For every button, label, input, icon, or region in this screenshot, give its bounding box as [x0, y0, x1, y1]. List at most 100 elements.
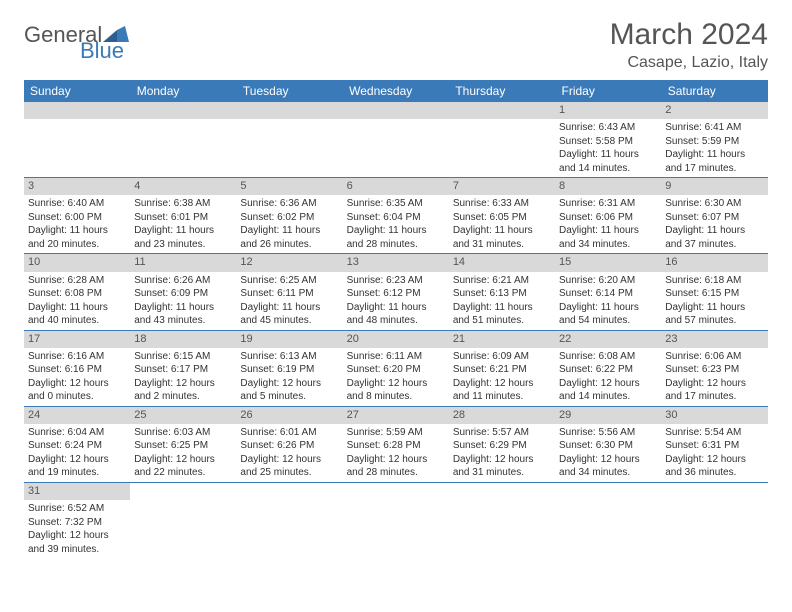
calendar-cell: 17Sunrise: 6:16 AMSunset: 6:16 PMDayligh…: [24, 330, 130, 406]
sunrise-text: Sunrise: 6:25 AM: [240, 274, 338, 288]
day-number: [343, 102, 449, 119]
day-body: Sunrise: 6:33 AMSunset: 6:05 PMDaylight:…: [449, 195, 555, 253]
weekday-header: Monday: [130, 80, 236, 102]
sunrise-text: Sunrise: 6:01 AM: [240, 426, 338, 440]
day-number: 23: [661, 331, 767, 348]
weekday-header: Thursday: [449, 80, 555, 102]
day-number: 29: [555, 407, 661, 424]
day-body: [343, 119, 449, 175]
sunset-text: Sunset: 6:30 PM: [559, 439, 657, 453]
calendar-cell: [343, 482, 449, 558]
calendar-cell: 20Sunrise: 6:11 AMSunset: 6:20 PMDayligh…: [343, 330, 449, 406]
day-number: 24: [24, 407, 130, 424]
sunset-text: Sunset: 6:26 PM: [240, 439, 338, 453]
day-number: 22: [555, 331, 661, 348]
daylight-text: Daylight: 11 hours and 31 minutes.: [453, 224, 551, 251]
calendar-row: 31Sunrise: 6:52 AMSunset: 7:32 PMDayligh…: [24, 482, 768, 558]
sunrise-text: Sunrise: 6:52 AM: [28, 502, 126, 516]
weekday-header: Friday: [555, 80, 661, 102]
day-body: Sunrise: 5:57 AMSunset: 6:29 PMDaylight:…: [449, 424, 555, 482]
calendar-cell: [343, 102, 449, 178]
daylight-text: Daylight: 12 hours and 31 minutes.: [453, 453, 551, 480]
sunset-text: Sunset: 6:01 PM: [134, 211, 232, 225]
day-body: Sunrise: 6:38 AMSunset: 6:01 PMDaylight:…: [130, 195, 236, 253]
day-number: 5: [236, 178, 342, 195]
day-number: 2: [661, 102, 767, 119]
calendar-cell: 9Sunrise: 6:30 AMSunset: 6:07 PMDaylight…: [661, 178, 767, 254]
header: GeneralBlue March 2024 Casape, Lazio, It…: [24, 18, 768, 72]
sunrise-text: Sunrise: 6:18 AM: [665, 274, 763, 288]
daylight-text: Daylight: 12 hours and 22 minutes.: [134, 453, 232, 480]
daylight-text: Daylight: 12 hours and 11 minutes.: [453, 377, 551, 404]
daylight-text: Daylight: 12 hours and 14 minutes.: [559, 377, 657, 404]
calendar-cell: 11Sunrise: 6:26 AMSunset: 6:09 PMDayligh…: [130, 254, 236, 330]
daylight-text: Daylight: 11 hours and 54 minutes.: [559, 301, 657, 328]
sunrise-text: Sunrise: 6:36 AM: [240, 197, 338, 211]
calendar-cell: 24Sunrise: 6:04 AMSunset: 6:24 PMDayligh…: [24, 406, 130, 482]
daylight-text: Daylight: 11 hours and 51 minutes.: [453, 301, 551, 328]
day-body: Sunrise: 6:06 AMSunset: 6:23 PMDaylight:…: [661, 348, 767, 406]
day-number: 26: [236, 407, 342, 424]
calendar-cell: [236, 102, 342, 178]
calendar-cell: [130, 482, 236, 558]
day-number: 9: [661, 178, 767, 195]
daylight-text: Daylight: 12 hours and 8 minutes.: [347, 377, 445, 404]
sunset-text: Sunset: 6:15 PM: [665, 287, 763, 301]
daylight-text: Daylight: 11 hours and 23 minutes.: [134, 224, 232, 251]
sunset-text: Sunset: 6:24 PM: [28, 439, 126, 453]
daylight-text: Daylight: 11 hours and 45 minutes.: [240, 301, 338, 328]
day-number: [130, 102, 236, 119]
sunrise-text: Sunrise: 6:26 AM: [134, 274, 232, 288]
day-body: Sunrise: 6:30 AMSunset: 6:07 PMDaylight:…: [661, 195, 767, 253]
day-body: Sunrise: 6:20 AMSunset: 6:14 PMDaylight:…: [555, 272, 661, 330]
day-number: 4: [130, 178, 236, 195]
day-body: Sunrise: 6:08 AMSunset: 6:22 PMDaylight:…: [555, 348, 661, 406]
day-number: [236, 102, 342, 119]
day-number: 8: [555, 178, 661, 195]
day-number: 15: [555, 254, 661, 271]
day-body: Sunrise: 6:41 AMSunset: 5:59 PMDaylight:…: [661, 119, 767, 177]
daylight-text: Daylight: 12 hours and 36 minutes.: [665, 453, 763, 480]
day-number: [24, 102, 130, 119]
sunset-text: Sunset: 6:00 PM: [28, 211, 126, 225]
day-number: 31: [24, 483, 130, 500]
calendar-cell: 16Sunrise: 6:18 AMSunset: 6:15 PMDayligh…: [661, 254, 767, 330]
sunrise-text: Sunrise: 6:30 AM: [665, 197, 763, 211]
calendar-cell: 12Sunrise: 6:25 AMSunset: 6:11 PMDayligh…: [236, 254, 342, 330]
day-number: 19: [236, 331, 342, 348]
day-body: Sunrise: 6:01 AMSunset: 6:26 PMDaylight:…: [236, 424, 342, 482]
day-body: Sunrise: 6:26 AMSunset: 6:09 PMDaylight:…: [130, 272, 236, 330]
day-number: 28: [449, 407, 555, 424]
calendar-cell: 18Sunrise: 6:15 AMSunset: 6:17 PMDayligh…: [130, 330, 236, 406]
sunset-text: Sunset: 6:07 PM: [665, 211, 763, 225]
sunrise-text: Sunrise: 6:15 AM: [134, 350, 232, 364]
day-body: Sunrise: 6:28 AMSunset: 6:08 PMDaylight:…: [24, 272, 130, 330]
daylight-text: Daylight: 11 hours and 34 minutes.: [559, 224, 657, 251]
calendar-cell: 23Sunrise: 6:06 AMSunset: 6:23 PMDayligh…: [661, 330, 767, 406]
day-number: 7: [449, 178, 555, 195]
sunset-text: Sunset: 6:17 PM: [134, 363, 232, 377]
calendar-cell: [130, 102, 236, 178]
sunset-text: Sunset: 6:12 PM: [347, 287, 445, 301]
calendar-cell: [555, 482, 661, 558]
calendar-row: 1Sunrise: 6:43 AMSunset: 5:58 PMDaylight…: [24, 102, 768, 178]
sunrise-text: Sunrise: 6:08 AM: [559, 350, 657, 364]
daylight-text: Daylight: 12 hours and 25 minutes.: [240, 453, 338, 480]
daylight-text: Daylight: 12 hours and 2 minutes.: [134, 377, 232, 404]
daylight-text: Daylight: 11 hours and 17 minutes.: [665, 148, 763, 175]
weekday-header: Wednesday: [343, 80, 449, 102]
daylight-text: Daylight: 12 hours and 17 minutes.: [665, 377, 763, 404]
day-number: 20: [343, 331, 449, 348]
day-body: Sunrise: 6:25 AMSunset: 6:11 PMDaylight:…: [236, 272, 342, 330]
brand-blue: Blue: [80, 40, 129, 62]
sunrise-text: Sunrise: 6:38 AM: [134, 197, 232, 211]
calendar-cell: 31Sunrise: 6:52 AMSunset: 7:32 PMDayligh…: [24, 482, 130, 558]
sunset-text: Sunset: 6:22 PM: [559, 363, 657, 377]
day-number: 21: [449, 331, 555, 348]
calendar-cell: [449, 102, 555, 178]
daylight-text: Daylight: 12 hours and 19 minutes.: [28, 453, 126, 480]
calendar-cell: [661, 482, 767, 558]
sunset-text: Sunset: 6:21 PM: [453, 363, 551, 377]
sunrise-text: Sunrise: 5:56 AM: [559, 426, 657, 440]
day-number: 25: [130, 407, 236, 424]
